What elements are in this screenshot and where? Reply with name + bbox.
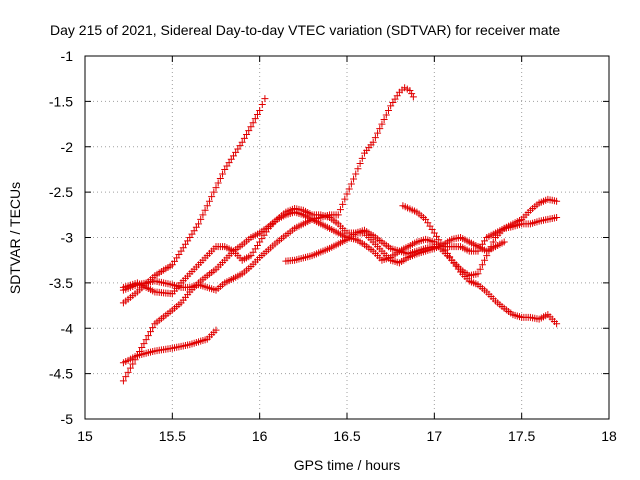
series-track-2 xyxy=(119,84,417,294)
data-point xyxy=(485,247,493,255)
data-point xyxy=(216,175,224,183)
y-tick-label: -3 xyxy=(61,230,74,246)
data-point xyxy=(478,261,486,269)
data-point xyxy=(339,200,347,208)
series-track-1 xyxy=(119,95,269,307)
series-track-6 xyxy=(282,195,561,265)
data-point xyxy=(356,160,364,168)
data-point xyxy=(474,270,482,278)
data-point xyxy=(343,190,351,198)
y-tick-label: -3.5 xyxy=(49,275,73,291)
data-point xyxy=(382,111,390,119)
series-track-5 xyxy=(119,326,220,367)
data-point xyxy=(240,134,248,142)
data-point xyxy=(345,185,353,193)
data-point xyxy=(138,344,146,352)
data-point xyxy=(481,256,489,264)
data-point xyxy=(210,188,218,196)
y-tick-label: -1.5 xyxy=(49,93,73,109)
data-point xyxy=(380,116,388,124)
y-tick-label: -1 xyxy=(61,48,74,64)
data-point xyxy=(371,134,379,142)
data-point xyxy=(129,360,137,368)
x-tick-label: 15.5 xyxy=(159,428,186,444)
data-point xyxy=(261,95,269,103)
data-point xyxy=(124,368,132,376)
data-point xyxy=(352,170,360,178)
data-point xyxy=(376,125,384,133)
x-tick-label: 17.5 xyxy=(508,428,535,444)
data-point xyxy=(378,120,386,128)
x-tick-label: 15 xyxy=(77,428,93,444)
data-point xyxy=(214,179,222,187)
data-point xyxy=(350,175,358,183)
data-point xyxy=(483,252,491,260)
data-point xyxy=(205,197,213,205)
axis-ticks: 15 15.5 16 16.5 17 17.5 18 -1 -1.5 -2 -2.5 -3 -3.5 -4… xyxy=(49,48,617,444)
y-tick-label: -5 xyxy=(61,411,74,427)
data-point xyxy=(354,165,362,173)
x-tick-label: 17 xyxy=(427,428,443,444)
data-point xyxy=(374,129,382,137)
data-point xyxy=(500,238,508,246)
y-tick-label: -4.5 xyxy=(49,366,73,382)
data-point xyxy=(409,93,417,101)
data-point xyxy=(553,214,561,222)
y-tick-label: -4 xyxy=(61,320,74,336)
data-point xyxy=(197,215,205,223)
data-point xyxy=(203,202,211,210)
data-point xyxy=(249,119,257,127)
y-axis-title: SDTVAR / TECUs xyxy=(7,182,23,294)
data-point xyxy=(122,373,130,381)
data-point xyxy=(140,340,148,348)
data-point xyxy=(358,154,366,162)
data-point xyxy=(341,195,349,203)
data-point xyxy=(336,206,344,214)
data-point xyxy=(119,377,127,385)
data-point xyxy=(406,86,414,94)
data-point xyxy=(142,336,150,344)
data-points xyxy=(119,84,561,385)
data-point xyxy=(408,90,416,98)
data-point xyxy=(384,106,392,114)
data-point xyxy=(149,324,157,332)
x-axis-title: GPS time / hours xyxy=(294,457,401,473)
x-tick-label: 16.5 xyxy=(333,428,360,444)
data-point xyxy=(212,326,220,334)
data-point xyxy=(147,328,154,336)
data-point xyxy=(219,170,227,178)
data-point xyxy=(253,111,261,119)
data-point xyxy=(334,211,342,219)
data-point xyxy=(256,106,264,114)
y-tick-label: -2 xyxy=(61,139,74,155)
data-point xyxy=(201,206,209,214)
data-point xyxy=(487,243,495,251)
data-point xyxy=(212,184,220,192)
data-point xyxy=(208,193,216,201)
data-point xyxy=(489,238,497,246)
data-point xyxy=(369,138,377,146)
data-point xyxy=(195,220,203,228)
data-point xyxy=(144,332,152,340)
data-point xyxy=(243,130,251,138)
data-point xyxy=(347,180,355,188)
data-point xyxy=(258,101,266,109)
y-tick-label: -2.5 xyxy=(49,184,73,200)
x-tick-label: 16 xyxy=(252,428,268,444)
chart-title: Day 215 of 2021, Sidereal Day-to-day VTE… xyxy=(50,22,560,38)
data-point xyxy=(553,320,561,328)
data-point xyxy=(238,138,246,146)
data-point xyxy=(199,211,207,219)
gridlines xyxy=(85,56,609,419)
data-point xyxy=(247,123,255,131)
data-point xyxy=(251,115,259,123)
x-tick-label: 18 xyxy=(601,428,617,444)
data-point xyxy=(245,127,253,135)
data-point xyxy=(476,265,484,273)
data-point xyxy=(126,364,134,372)
data-point xyxy=(553,197,561,205)
series-track-7 xyxy=(399,202,561,328)
